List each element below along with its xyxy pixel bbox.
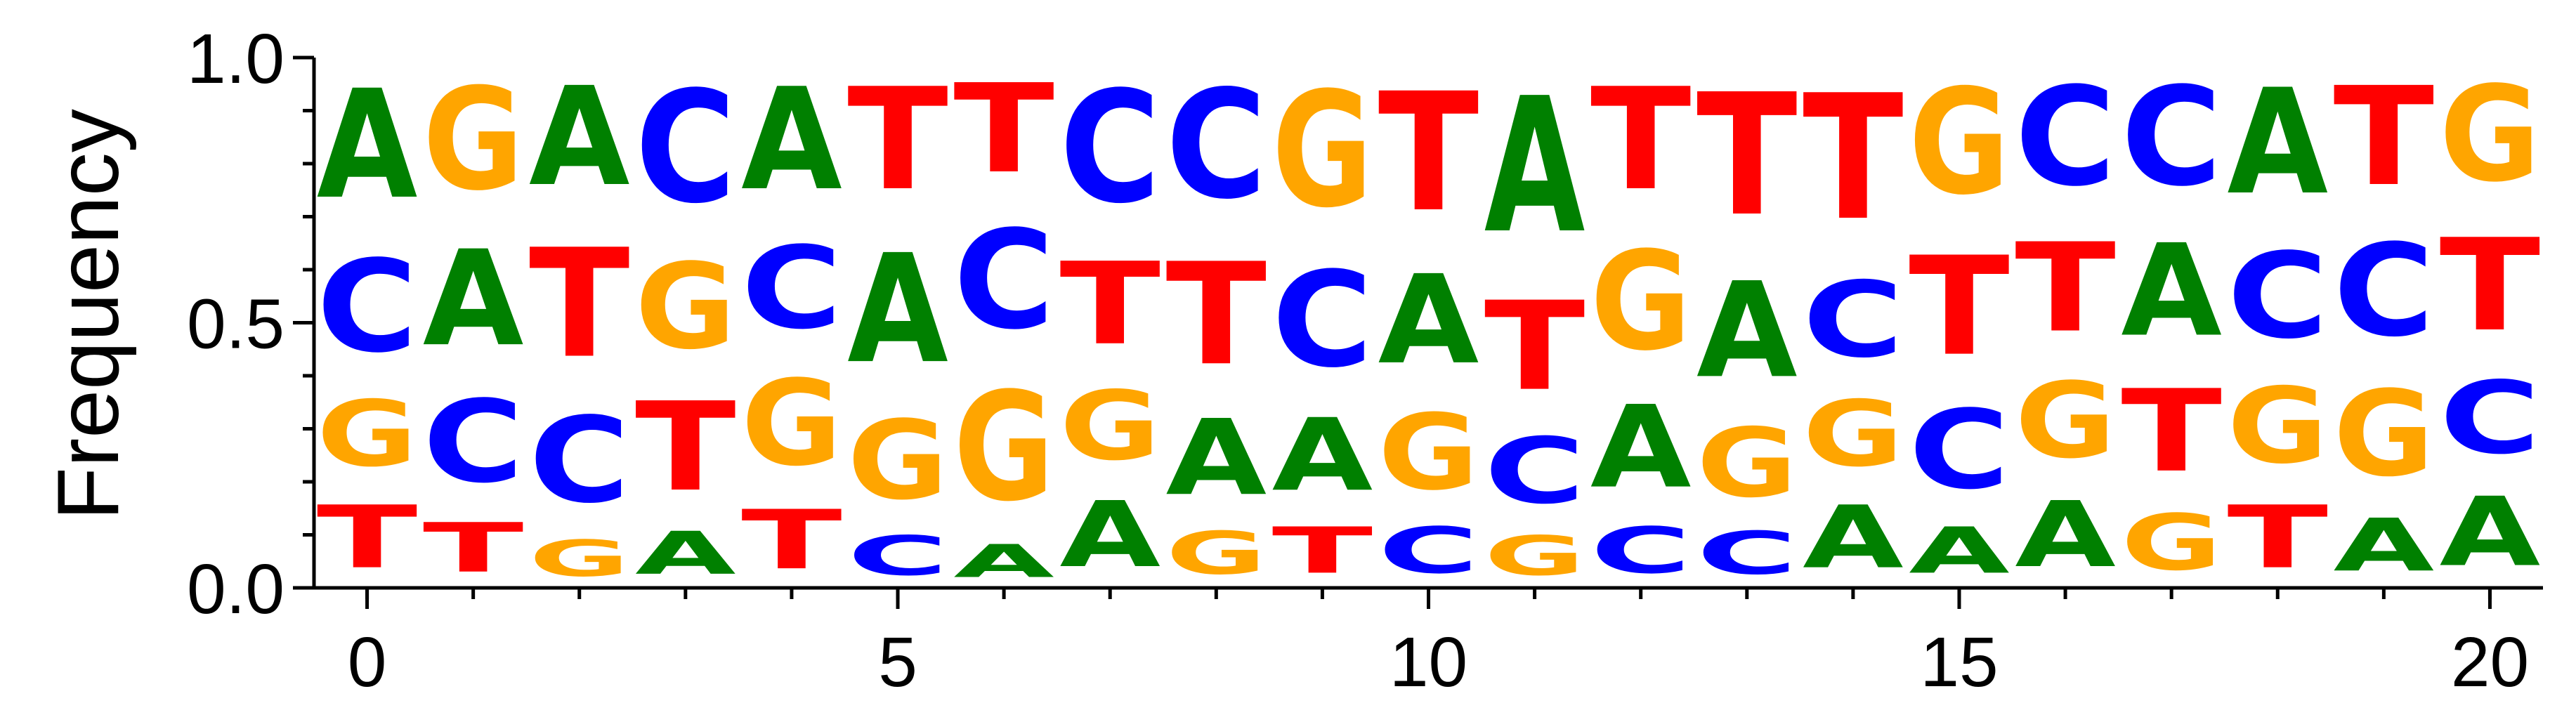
logo-letter-t-pos-2: T xyxy=(529,217,630,390)
logo-letter-c-pos-13: C xyxy=(1696,519,1798,588)
logo-letter-a-pos-8: A xyxy=(1166,397,1267,518)
logo-letter-c-pos-20: C xyxy=(2440,360,2541,476)
logo-letter-a-pos-7: A xyxy=(1059,482,1160,587)
y-axis-label: Frequency xyxy=(40,109,137,520)
logo-letter-c-pos-8: C xyxy=(1166,58,1267,232)
x-tick-label: 15 xyxy=(1920,623,1998,702)
logo-letter-t-pos-5: T xyxy=(847,58,948,222)
logo-letter-g-pos-15: G xyxy=(1909,58,2010,228)
logo-letter-a-pos-12: A xyxy=(1590,381,1692,513)
logo-letter-t-pos-14: T xyxy=(1803,58,1904,258)
logo-letter-g-pos-0: G xyxy=(317,381,418,487)
logo-letter-c-pos-5: C xyxy=(847,525,948,588)
logo-letter-t-pos-13: T xyxy=(1696,58,1798,254)
y-tick-label: 0.5 xyxy=(187,285,285,364)
logo-letter-t-pos-0: T xyxy=(317,487,418,588)
logo-letter-g-pos-18: G xyxy=(2227,366,2328,487)
logo-letter-a-pos-19: A xyxy=(2334,504,2435,588)
logo-letter-t-pos-15: T xyxy=(1909,228,2010,386)
logo-letter-a-pos-13: A xyxy=(1696,254,1797,407)
logo-letter-a-pos-3: A xyxy=(635,519,736,588)
logo-letter-c-pos-4: C xyxy=(741,223,842,355)
logo-letter-c-pos-17: C xyxy=(2121,58,2222,216)
logo-letter-g-pos-5: G xyxy=(847,398,948,524)
logo-letter-t-pos-7: T xyxy=(1059,239,1160,371)
logo-letter-g-pos-16: G xyxy=(2015,360,2116,482)
x-tick-label: 20 xyxy=(2451,623,2529,702)
logo-letter-a-pos-14: A xyxy=(1803,487,1904,588)
logo-letter-c-pos-2: C xyxy=(529,392,630,529)
logo-letter-a-pos-0: A xyxy=(317,59,418,232)
logo-letter-c-pos-12: C xyxy=(1590,514,1692,588)
logo-letter-a-pos-17: A xyxy=(2121,218,2222,365)
logo-letter-t-pos-4: T xyxy=(741,493,842,588)
logo-letter-t-pos-11: T xyxy=(1484,275,1586,418)
logo-letter-t-pos-10: T xyxy=(1378,58,1479,248)
logo-letter-g-pos-14: G xyxy=(1803,381,1904,487)
logo-letter-t-pos-1: T xyxy=(423,508,524,588)
logo-letter-a-pos-20: A xyxy=(2440,477,2541,588)
logo-letters: TGCATCAGGCTAATGCTGCACGATAGCTAGTCGATCTACG… xyxy=(317,58,2540,588)
logo-letter-a-pos-6: A xyxy=(953,535,1054,588)
logo-letter-t-pos-16: T xyxy=(2015,217,2116,360)
y-tick-label: 1.0 xyxy=(187,20,285,98)
logo-letter-g-pos-8: G xyxy=(1166,520,1267,588)
logo-letter-c-pos-14: C xyxy=(1803,259,1904,381)
logo-letter-g-pos-4: G xyxy=(741,355,842,492)
logo-letter-c-pos-1: C xyxy=(423,377,524,508)
logo-letter-g-pos-9: G xyxy=(1272,58,1373,243)
logo-letter-c-pos-9: C xyxy=(1272,244,1373,397)
logo-letter-c-pos-10: C xyxy=(1378,514,1479,588)
logo-letter-t-pos-9: T xyxy=(1272,514,1373,588)
logo-letter-g-pos-6: G xyxy=(953,360,1054,534)
logo-letter-g-pos-3: G xyxy=(635,239,736,376)
logo-letter-c-pos-7: C xyxy=(1059,58,1160,237)
logo-letter-a-pos-18: A xyxy=(2227,59,2328,228)
logo-letter-g-pos-1: G xyxy=(423,59,524,222)
chart-axes: 0.0 0.5 1.0 0 5 10 15 20 xyxy=(187,20,2543,702)
logo-letter-a-pos-16: A xyxy=(2015,482,2116,587)
logo-letter-c-pos-0: C xyxy=(317,233,418,381)
logo-letter-c-pos-19: C xyxy=(2334,218,2435,365)
logo-letter-a-pos-11: A xyxy=(1484,58,1586,275)
logo-letter-a-pos-9: A xyxy=(1272,398,1373,513)
logo-letter-t-pos-17: T xyxy=(2121,366,2222,498)
logo-letter-a-pos-4: A xyxy=(741,58,842,221)
logo-letter-c-pos-6: C xyxy=(953,201,1054,360)
logo-letter-t-pos-12: T xyxy=(1590,58,1692,222)
logo-letter-g-pos-19: G xyxy=(2334,366,2435,503)
logo-letter-t-pos-3: T xyxy=(635,376,736,519)
y-tick-label: 0.0 xyxy=(187,550,285,629)
logo-letter-g-pos-20: G xyxy=(2440,58,2541,211)
x-tick-label: 10 xyxy=(1390,623,1467,702)
logo-letter-a-pos-2: A xyxy=(529,58,630,216)
logo-letter-t-pos-18: T xyxy=(2227,487,2328,588)
x-tick-label: 5 xyxy=(878,623,917,702)
logo-letter-t-pos-8: T xyxy=(1166,233,1267,397)
logo-letter-a-pos-10: A xyxy=(1378,249,1479,391)
logo-letter-g-pos-2: G xyxy=(529,530,630,588)
logo-letter-g-pos-11: G xyxy=(1484,524,1586,587)
logo-letter-t-pos-20: T xyxy=(2440,212,2541,360)
logo-letter-a-pos-15: A xyxy=(1909,514,2010,588)
logo-letter-c-pos-11: C xyxy=(1484,419,1586,524)
logo-letter-a-pos-1: A xyxy=(423,222,523,375)
logo-letter-c-pos-16: C xyxy=(2015,58,2116,216)
logo-letter-g-pos-10: G xyxy=(1378,392,1479,513)
logo-letter-c-pos-3: C xyxy=(635,58,736,237)
logo-letter-c-pos-15: C xyxy=(1909,386,2010,513)
logo-letter-t-pos-19: T xyxy=(2334,58,2435,216)
logo-letter-c-pos-18: C xyxy=(2227,228,2328,365)
logo-letter-a-pos-5: A xyxy=(847,223,948,397)
logo-letter-t-pos-6: T xyxy=(953,58,1054,201)
logo-letter-g-pos-17: G xyxy=(2121,499,2222,588)
logo-letter-g-pos-12: G xyxy=(1590,223,1692,381)
x-tick-label: 0 xyxy=(348,623,387,702)
logo-letter-g-pos-13: G xyxy=(1696,408,1798,519)
logo-letter-g-pos-7: G xyxy=(1059,371,1160,482)
